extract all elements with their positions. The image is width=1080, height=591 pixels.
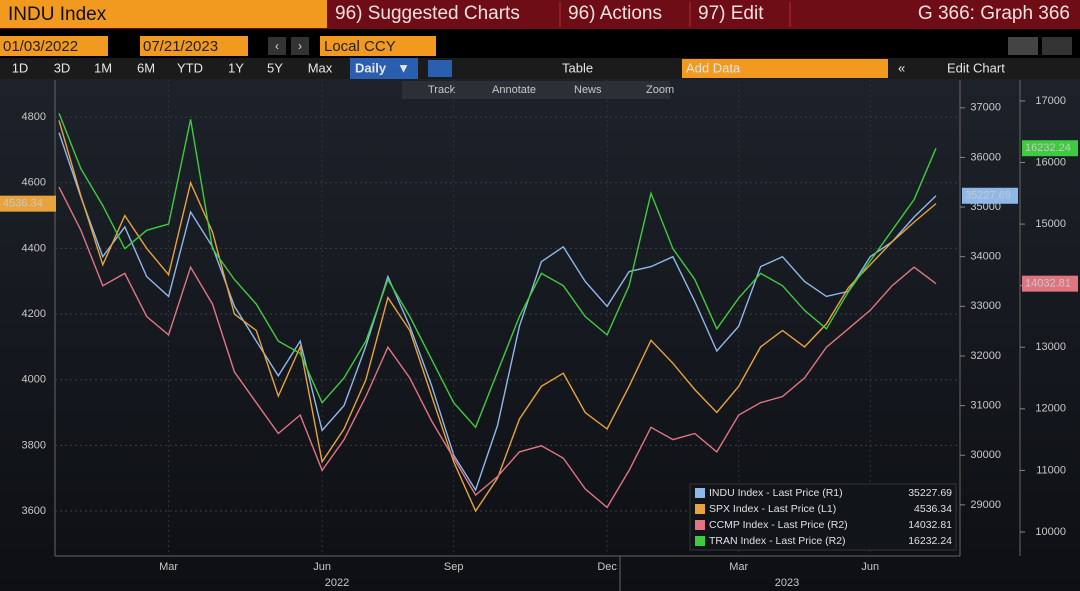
legend-value: 35227.69 [908,487,952,499]
price-tag-label: 35227.69 [965,190,1011,202]
y3-tick-label: 12000 [1035,403,1066,415]
y3-tick-label: 16000 [1035,156,1066,168]
end-date: 07/21/2023 [143,38,218,55]
edit-chart[interactable]: Edit Chart [947,60,1005,75]
year-label: 2023 [775,577,799,589]
y2-tick-label: 32000 [970,350,1001,362]
y2-tick-label: 29000 [970,499,1001,511]
currency: Local CCY [324,38,396,55]
period-button[interactable]: 1Y [228,60,244,75]
next-button[interactable] [291,37,309,55]
period-button[interactable]: 1M [94,60,112,75]
y2-tick-label: 35000 [970,201,1001,213]
price-tag [1022,275,1078,292]
series-line [58,132,937,492]
prev-button[interactable] [268,37,286,55]
frequency-button[interactable] [350,58,418,79]
legend-swatch [695,504,705,514]
x-tick-label: Jun [861,561,879,573]
date-field[interactable] [0,36,108,56]
undo-button[interactable] [1008,37,1038,55]
dropdown-icon: ▼ [397,60,410,75]
y-tick-label: 4600 [22,177,46,189]
x-tick-label: Sep [444,561,464,573]
legend-swatch [695,488,705,498]
series-line [58,186,937,509]
frequency: Daily [355,60,387,75]
price-tag [1022,140,1078,157]
y-tick-label: 4800 [22,111,46,123]
y-tick-label: 3600 [22,505,46,517]
table-button[interactable]: Table [562,60,593,75]
x-tick-label: Dec [597,561,617,573]
year-label: 2022 [325,577,349,589]
collapse-icon[interactable]: « [898,60,905,75]
line-icon[interactable] [428,60,452,77]
y3-tick-label: 13000 [1035,341,1066,353]
start-date: 01/03/2022 [3,38,78,55]
period-button[interactable]: 3D [54,60,71,75]
currency-field[interactable] [320,36,436,56]
x-tick-label: Jun [313,561,331,573]
graph-id: G 366: Graph 366 [918,3,1070,24]
y-tick-label: 4400 [22,242,46,254]
y2-tick-label: 33000 [970,300,1001,312]
legend-label: CCMP Index - Last Price (R2) [709,519,848,531]
legend-box [689,483,957,551]
add-data-field[interactable] [682,59,888,78]
y2-tick-label: 36000 [970,151,1001,163]
y2-tick-label: 37000 [970,102,1001,114]
legend-swatch [695,536,705,546]
tool-bar [402,81,670,99]
menu[interactable]: 97) Edit [698,3,764,24]
redo-button[interactable] [1042,37,1072,55]
date-field[interactable] [140,36,248,56]
x-tick-label: Mar [159,561,178,573]
y3-tick-label: 11000 [1036,464,1066,476]
y-tick-label: 4000 [22,374,46,386]
y2-tick-label: 30000 [970,449,1001,461]
legend-label: TRAN Index - Last Price (R2) [709,535,846,547]
period-button[interactable]: 6M [137,60,155,75]
security-field[interactable] [0,0,327,28]
chart-tool[interactable]: Zoom [646,84,674,96]
y-tick-label: 4200 [22,308,46,320]
chart-tool[interactable]: Track [428,84,456,96]
price-tag [0,195,56,212]
y3-tick-label: 15000 [1035,218,1066,230]
chart-tool[interactable]: Annotate [492,84,536,96]
menu[interactable]: 96) Suggested Charts [335,3,520,24]
add-data: Add Data [686,60,741,75]
series-line [58,113,937,429]
price-tag-label: 14032.81 [1025,278,1071,290]
legend-value: 4536.34 [914,503,952,515]
arrow-icon: › [298,39,302,53]
period-button[interactable]: 1D [12,60,29,75]
menu[interactable]: 96) Actions [568,3,662,24]
y2-tick-label: 34000 [970,251,1001,263]
legend-value: 16232.24 [908,535,952,547]
legend-value: 14032.81 [908,519,952,531]
series-line [58,120,937,513]
y2-tick-label: 31000 [970,400,1001,412]
legend-label: SPX Index - Last Price (L1) [709,503,836,515]
period-button[interactable]: Max [308,60,333,75]
arrow-icon: ‹ [275,39,279,53]
period-button[interactable]: YTD [177,60,203,75]
price-tag [962,187,1018,204]
y3-tick-label: 17000 [1035,95,1066,107]
price-tag-label: 16232.24 [1025,142,1071,154]
period-button[interactable]: 5Y [267,60,283,75]
chart-tool[interactable]: News [574,84,602,96]
y3-tick-label: 10000 [1035,526,1066,538]
x-tick-label: Mar [729,561,748,573]
y-tick-label: 3800 [22,439,46,451]
period-row [0,58,1080,79]
legend-swatch [695,520,705,530]
legend-label: INDU Index - Last Price (R1) [709,487,843,499]
price-tag-label: 4536.34 [3,198,43,210]
security: INDU Index [8,4,107,25]
